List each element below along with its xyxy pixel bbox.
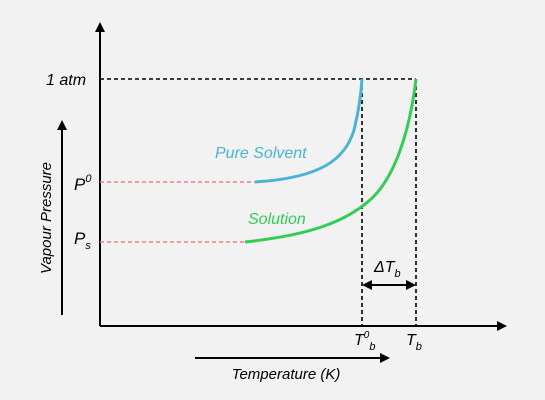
solution-curve	[244, 78, 418, 244]
ps-label: Ps	[74, 229, 91, 252]
t0b-label: T0b	[354, 330, 375, 353]
tb-label: Tb	[406, 332, 422, 353]
y-axis-label: Vapour Pressure	[38, 162, 55, 274]
p0-label: P0	[74, 173, 92, 194]
delta-tb-arrowhead-right	[406, 280, 416, 290]
pure-solvent-label: Pure Solvent	[215, 145, 307, 162]
pure-solvent-curve	[254, 78, 364, 184]
delta-tb-label: ΔTb	[373, 259, 401, 280]
one-atm-label: 1 atm	[46, 72, 86, 89]
x-axis-label: Temperature (K)	[232, 366, 341, 383]
delta-tb-arrowhead-left	[362, 280, 372, 290]
solution-label: Solution	[248, 211, 306, 228]
